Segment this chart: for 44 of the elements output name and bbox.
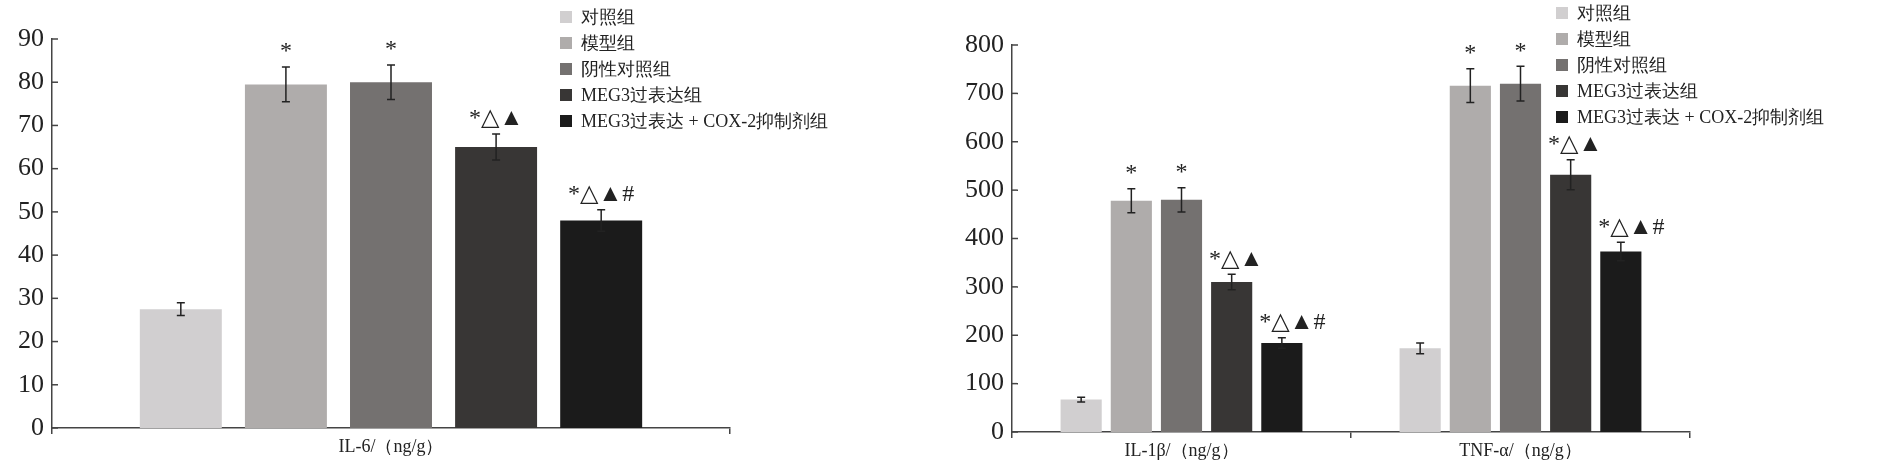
data-label: * xyxy=(1514,36,1527,63)
legend-label: 模型组 xyxy=(1577,28,1631,51)
legend-label: MEG3过表达 + COX-2抑制剂组 xyxy=(1577,106,1825,129)
legend-label: MEG3过表达组 xyxy=(581,84,702,107)
data-label: *△▲# xyxy=(1598,212,1665,239)
y-tick-label: 70 xyxy=(18,109,44,139)
data-label: *△▲# xyxy=(568,180,635,207)
y-tick-label: 60 xyxy=(18,152,44,182)
y-tick-label: 700 xyxy=(965,77,1004,107)
legend-label: MEG3过表达组 xyxy=(1577,80,1698,103)
legend-label: 阴性对照组 xyxy=(1577,54,1667,77)
data-label: *△▲# xyxy=(1259,307,1326,334)
legend-label: 阴性对照组 xyxy=(581,58,671,81)
y-tick-label: 10 xyxy=(18,368,44,398)
legend-label: 模型组 xyxy=(581,32,635,55)
y-tick-label: 800 xyxy=(965,28,1004,58)
y-tick-label: 200 xyxy=(965,319,1004,349)
y-tick-label: 500 xyxy=(965,173,1004,203)
y-tick-label: 600 xyxy=(965,125,1004,155)
data-label: *△▲ xyxy=(468,104,524,131)
y-tick-label: 20 xyxy=(18,325,44,355)
x-tick-label: TNF-α/（ng/g） xyxy=(1459,439,1582,460)
data-label: * xyxy=(1175,158,1188,184)
data-label: * xyxy=(1464,39,1477,65)
legend-label: 对照组 xyxy=(581,6,635,29)
data-label: * xyxy=(279,37,292,64)
y-tick-label: 0 xyxy=(991,415,1004,445)
y-tick-label: 90 xyxy=(18,22,44,52)
y-tick-label: 30 xyxy=(18,282,44,312)
y-tick-label: 100 xyxy=(965,367,1004,397)
data-label: * xyxy=(1125,158,1138,185)
data-label: *△▲ xyxy=(1209,244,1264,271)
y-tick-label: 50 xyxy=(18,195,44,225)
y-tick-label: 300 xyxy=(965,270,1004,300)
data-label: * xyxy=(385,35,397,62)
x-tick-label: IL-6/（ng/g） xyxy=(338,435,444,456)
legend-label: 对照组 xyxy=(1577,2,1631,25)
y-tick-label: 40 xyxy=(18,238,44,268)
x-tick-label: IL-1β/（ng/g） xyxy=(1124,439,1239,460)
data-label: *△▲ xyxy=(1548,129,1603,156)
legend-label: MEG3过表达 + COX-2抑制剂组 xyxy=(581,110,829,133)
y-tick-label: 0 xyxy=(31,411,44,441)
y-tick-label: 400 xyxy=(965,222,1004,252)
y-tick-label: 80 xyxy=(18,66,44,96)
